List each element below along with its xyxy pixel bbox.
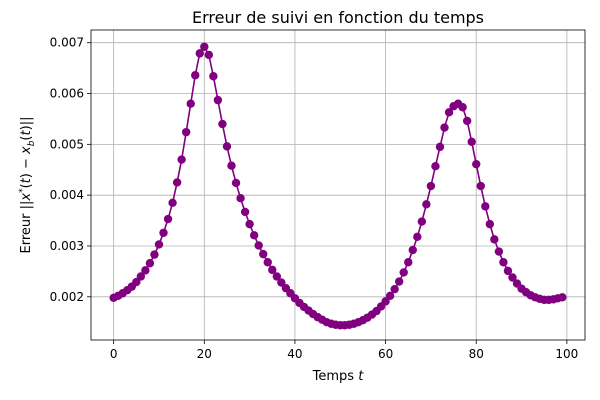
data-point <box>150 250 159 259</box>
data-point <box>218 119 227 129</box>
data-point <box>467 137 476 147</box>
data-point <box>476 181 485 191</box>
data-point <box>485 219 495 229</box>
grid-layer <box>91 30 585 340</box>
data-point <box>222 142 232 151</box>
data-point <box>390 284 399 294</box>
data-point <box>200 42 209 51</box>
data-point <box>132 277 141 287</box>
x-tick-label: 60 <box>378 347 393 361</box>
data-point <box>195 49 204 58</box>
data-point <box>204 50 214 60</box>
series-line <box>113 45 563 327</box>
data-point <box>268 265 277 275</box>
y-tick-label: 0.003 <box>50 239 84 253</box>
y-tick-label: 0.004 <box>50 188 84 202</box>
data-point <box>163 214 173 224</box>
data-point <box>141 266 150 275</box>
data-point <box>444 108 454 117</box>
data-point <box>159 228 168 237</box>
data-point <box>245 219 254 229</box>
y-tick-label: 0.005 <box>50 137 84 151</box>
y-tick-label: 0.006 <box>50 87 84 101</box>
data-point <box>213 95 223 105</box>
y-axis-label: Erreur ||x*(t) − xb(t)|| <box>18 117 37 254</box>
data-point <box>272 272 282 281</box>
data-point <box>277 278 286 287</box>
data-point <box>168 198 177 207</box>
data-point <box>422 200 431 209</box>
x-tick-label: 0 <box>110 347 118 361</box>
data-point <box>481 202 490 211</box>
data-point <box>458 103 467 112</box>
data-point <box>177 155 186 164</box>
data-point <box>494 247 504 256</box>
data-point <box>503 266 513 276</box>
data-point <box>254 241 263 250</box>
data-point <box>462 116 472 126</box>
y-tick-label: 0.002 <box>50 290 84 304</box>
data-point <box>404 258 413 267</box>
data-point <box>136 272 146 281</box>
data-point <box>227 161 236 170</box>
data-point <box>191 71 200 80</box>
data-point <box>417 217 427 226</box>
data-point <box>259 249 268 259</box>
x-tick-label: 80 <box>469 347 484 361</box>
data-point <box>154 240 164 249</box>
series-layer <box>109 42 567 330</box>
data-point <box>394 277 404 286</box>
data-point <box>231 178 241 188</box>
data-point <box>440 123 449 132</box>
x-axis-label: Temps t <box>312 369 365 384</box>
x-tick-label: 100 <box>555 347 578 361</box>
data-point <box>490 235 499 244</box>
data-point <box>145 259 155 268</box>
data-point <box>240 207 250 217</box>
data-point <box>181 127 191 137</box>
ticks-layer: 0 20 40 60 80 100 0.002 0.003 0.004 0.005 0.006 0.0… <box>50 36 579 361</box>
data-point <box>426 181 436 191</box>
x-tick-label: 20 <box>197 347 212 361</box>
y-tick-label: 0.007 <box>50 36 84 50</box>
data-point <box>408 245 417 255</box>
data-point <box>236 194 245 203</box>
data-point <box>499 258 508 267</box>
data-point <box>431 161 440 171</box>
data-point <box>381 297 390 306</box>
data-point <box>435 142 445 152</box>
data-point <box>558 293 567 302</box>
x-tick-label: 40 <box>287 347 302 361</box>
data-point <box>172 178 182 187</box>
data-point <box>508 273 517 282</box>
data-point <box>413 232 422 242</box>
data-point <box>472 159 481 169</box>
data-point <box>263 258 272 267</box>
data-point <box>399 268 408 277</box>
data-point <box>186 99 195 108</box>
data-point <box>385 291 395 300</box>
data-point <box>249 231 259 240</box>
plot-area <box>90 29 586 341</box>
chart-title: Erreur de suivi en fonction du temps <box>192 8 484 27</box>
data-point <box>209 72 218 81</box>
